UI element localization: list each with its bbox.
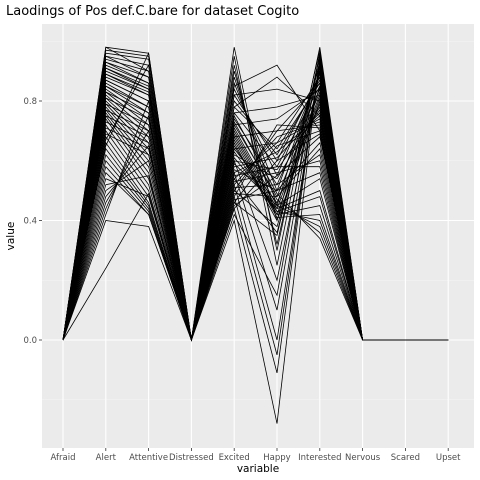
y-axis: 0.0 0.4 0.8: [23, 97, 42, 346]
x-tick-label: Excited: [219, 453, 250, 463]
x-tick-label: Interested: [298, 453, 341, 463]
x-tick-label: Upset: [436, 453, 461, 463]
x-tick-label: Alert: [96, 453, 117, 463]
x-tick-label: Scared: [391, 453, 420, 463]
x-tick-label: Afraid: [51, 453, 76, 463]
chart-title: Laodings of Pos def.C.bare for dataset C…: [6, 4, 300, 19]
y-tick-label: 0.0: [23, 336, 37, 346]
x-tick-label: Nervous: [345, 453, 381, 463]
x-tick-label: Distressed: [169, 453, 214, 463]
series-lines: [62, 46, 449, 424]
y-tick-label: 0.8: [23, 97, 37, 107]
y-axis-label: value: [5, 222, 17, 251]
x-tick-label: Attentive: [129, 453, 168, 463]
x-axis-label: variable: [237, 463, 279, 475]
plot-panel: [42, 24, 474, 448]
series-line: [62, 51, 449, 341]
y-tick-label: 0.4: [23, 217, 37, 227]
x-axis: Afraid Alert Attentive Distressed Excited Hap…: [51, 448, 461, 463]
x-tick-label: Happy: [263, 453, 290, 463]
